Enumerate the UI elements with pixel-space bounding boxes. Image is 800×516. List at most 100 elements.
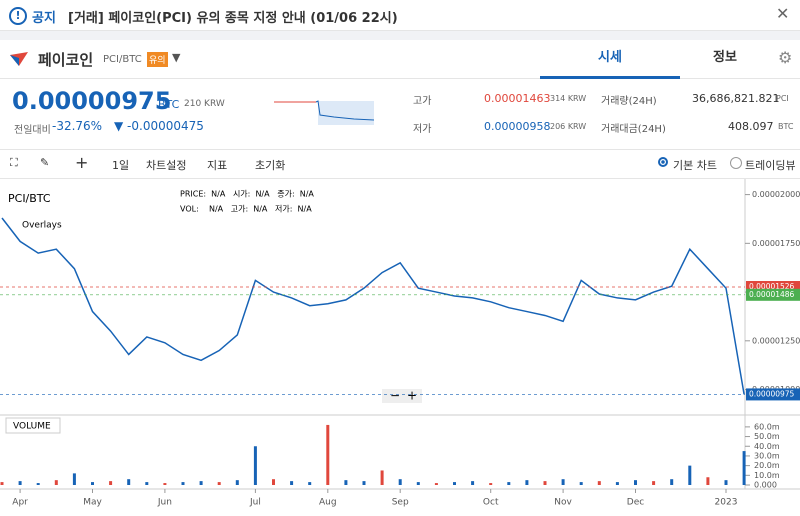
- volume-bar: [290, 481, 294, 485]
- x-tick-label: Oct: [483, 498, 499, 508]
- volume-bar: [688, 465, 692, 485]
- legend-line: VOL: N/A 고가: N/A 저가: N/A: [180, 205, 312, 214]
- volume-bar: [634, 480, 637, 485]
- stat-value: 0.00001463: [484, 92, 551, 105]
- change-label: 전일대비: [14, 125, 51, 136]
- volume-tick-label: 20.0m: [754, 461, 780, 470]
- coin-logo: [10, 52, 28, 66]
- volume-bar: [434, 483, 438, 485]
- volume-box: [5, 417, 61, 434]
- volume-bar: [597, 481, 601, 485]
- volume-bar: [652, 481, 656, 485]
- radio-label[interactable]: 기본 차트: [673, 159, 717, 172]
- volume-tick-label: 0.000: [754, 481, 777, 490]
- stat-unit: 314 KRW: [550, 94, 587, 103]
- notice-text[interactable]: [거래] 페이코인(PCI) 유의 종목 지정 안내 (01/06 22시): [68, 11, 398, 26]
- crosshair-icon[interactable]: +: [75, 153, 89, 172]
- y-tick-label: 0.00002000: [752, 190, 800, 199]
- mini-chart: [274, 100, 374, 125]
- coin-header: 페이코인 PCI/BTC 유의 ▼ 시세 정보 ⚙: [0, 40, 800, 79]
- zoom-in[interactable]: +: [407, 389, 417, 403]
- price-tag: [746, 288, 800, 301]
- x-tick-label: May: [83, 498, 102, 508]
- zoom-control[interactable]: [382, 389, 422, 403]
- notice-icon: !: [9, 7, 27, 25]
- zoom-out[interactable]: −: [390, 389, 400, 403]
- volume-bar: [742, 451, 746, 485]
- price-tag: [746, 388, 800, 401]
- volume-tick-label: 50.0m: [754, 432, 780, 441]
- volume-bar: [579, 482, 583, 485]
- stat-value: 36,686,821.821: [692, 92, 780, 105]
- toolbar: ⛶ ✎ + 1일 차트설정 지표 초기화 기본 차트 트레이딩뷰: [0, 150, 800, 179]
- price-line: [1, 217, 745, 395]
- volume-bar: [416, 482, 420, 485]
- close-button[interactable]: ✕: [776, 4, 790, 23]
- draw-icon[interactable]: ✎: [40, 156, 50, 169]
- fullscreen-icon[interactable]: ⛶: [10, 156, 18, 169]
- volume-bar: [36, 483, 40, 485]
- legend-line: PRICE: N/A 시가: N/A 종가: N/A: [180, 190, 314, 199]
- volume-bar: [272, 479, 275, 485]
- stat-unit: 206 KRW: [550, 122, 587, 131]
- current-price: 0.00000975: [12, 87, 172, 115]
- volume-bar: [91, 482, 94, 485]
- notice-bar: ! 공지 [거래] 페이코인(PCI) 유의 종목 지정 안내 (01/06 2…: [0, 0, 800, 31]
- volume-bar: [706, 477, 710, 485]
- price-krw: 210 KRW: [184, 99, 225, 109]
- volume-bar: [326, 424, 330, 485]
- stat-label: 거래량(24H): [601, 96, 657, 107]
- stat-unit: PCI: [776, 94, 789, 103]
- x-tick-label: Jul: [249, 498, 261, 508]
- settings-icon[interactable]: ⚙: [778, 48, 793, 67]
- volume-bar: [308, 482, 312, 485]
- interval[interactable]: 1일: [112, 159, 130, 172]
- volume-bar: [489, 483, 493, 485]
- x-tick-label: Apr: [12, 498, 28, 508]
- volume-bar: [561, 479, 565, 485]
- chart-settings[interactable]: 차트설정: [146, 159, 187, 172]
- volume-bar: [362, 481, 366, 485]
- radio-on[interactable]: [658, 157, 668, 167]
- stat-value: 408.097: [728, 120, 774, 133]
- tab-active[interactable]: 시세: [540, 40, 680, 79]
- volume-bar: [543, 481, 547, 485]
- y-tick-label: 0.00001750: [752, 239, 800, 248]
- price-tag-label: 0.00001486: [749, 290, 795, 299]
- volume-bar: [127, 479, 131, 485]
- y-tick-label: 0.00001250: [752, 336, 800, 345]
- price-tag-label: 0.00001526: [749, 282, 795, 291]
- x-tick-label: Sep: [392, 498, 409, 508]
- radio-label[interactable]: 트레이딩뷰: [745, 159, 796, 172]
- volume-bar: [380, 470, 384, 485]
- stat-label: 고가: [413, 96, 432, 107]
- stat-unit: BTC: [778, 122, 794, 131]
- volume-bar: [507, 482, 511, 485]
- volume-bar: [109, 481, 113, 485]
- indicators[interactable]: 지표: [207, 159, 228, 172]
- volume-bar: [724, 480, 728, 485]
- volume-bar: [235, 480, 239, 485]
- dropdown-arrow[interactable]: ▼: [172, 51, 181, 64]
- volume-tick-label: 30.0m: [754, 451, 780, 460]
- volume-bar: [217, 482, 221, 485]
- price-panel: 0.00000975 BTC 210 KRW 전일대비 -32.76% ▼ -0…: [0, 79, 800, 150]
- volume-title: VOLUME: [13, 422, 51, 432]
- reset[interactable]: 초기화: [255, 159, 286, 172]
- volume-bar: [145, 482, 149, 485]
- x-tick-label: Aug: [319, 498, 337, 508]
- volume-bar: [471, 481, 475, 485]
- volume-tick-label: 60.0m: [754, 422, 780, 431]
- x-tick-label: Nov: [554, 498, 572, 508]
- volume-bar: [18, 481, 22, 485]
- stat-value: 0.00000958: [484, 120, 551, 133]
- x-tick-label: Jun: [157, 498, 172, 508]
- tab[interactable]: 정보: [713, 50, 737, 65]
- volume-bar: [253, 446, 257, 485]
- volume-bar: [453, 482, 456, 485]
- caution-badge: 유의: [147, 52, 168, 67]
- radio-off[interactable]: [730, 157, 742, 169]
- price-unit: BTC: [158, 98, 180, 111]
- coin-pair: PCI/BTC: [103, 54, 142, 65]
